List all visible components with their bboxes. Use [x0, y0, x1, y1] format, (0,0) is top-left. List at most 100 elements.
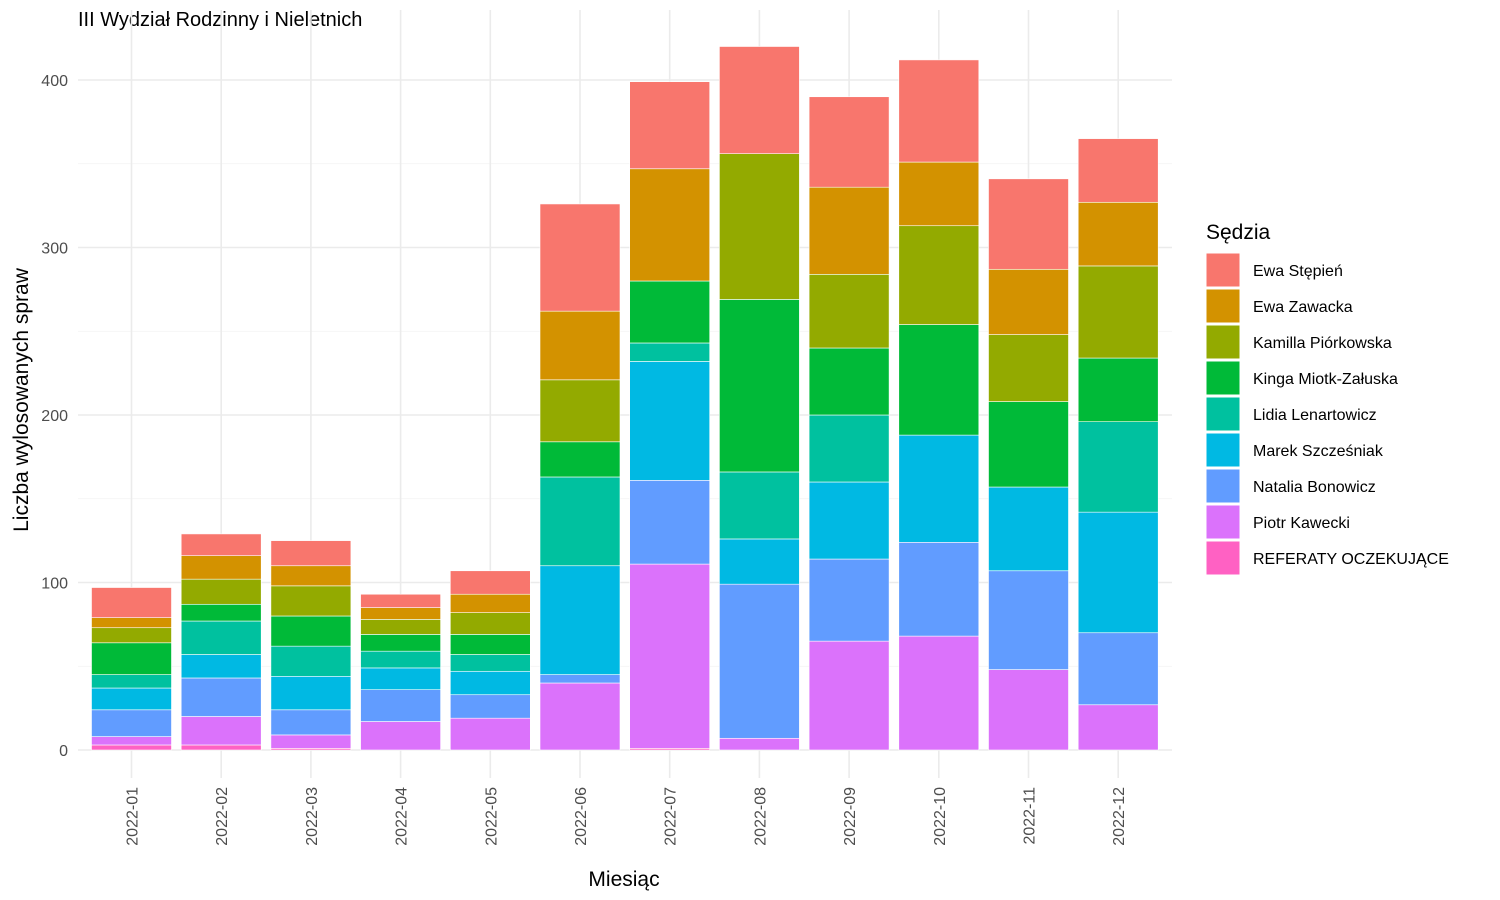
bar-segment: [1077, 704, 1159, 751]
bar-segment: [449, 654, 531, 672]
legend-title: Sędzia: [1206, 221, 1271, 244]
bar-segment: [91, 674, 172, 689]
bar-segment: [898, 434, 980, 543]
bar-segment: [539, 203, 621, 312]
bar-segment: [449, 612, 531, 635]
x-tick-label: 2022-01: [125, 787, 142, 846]
x-tick-label: 2022-08: [752, 787, 769, 846]
bar-segment: [1077, 265, 1159, 359]
bar-segment: [270, 585, 352, 617]
bar-segment: [180, 620, 262, 655]
legend-label: REFERATY OCZEKUJĄCE: [1253, 551, 1449, 568]
bar-segment: [360, 593, 441, 608]
bar-segment: [808, 273, 890, 349]
bar-segment: [539, 379, 621, 443]
legend-swatch: [1205, 396, 1241, 432]
bar-segment: [180, 654, 262, 679]
y-tick-label: 100: [41, 576, 68, 593]
y-tick-label: 300: [41, 241, 68, 258]
bar-segment: [808, 186, 890, 275]
bar-segment: [629, 280, 711, 344]
bar-segment: [1077, 201, 1159, 267]
bar-segment: [988, 570, 1069, 670]
bar-segment: [629, 563, 711, 749]
legend-label: Ewa Zawacka: [1253, 299, 1353, 316]
bar-segment: [360, 650, 441, 669]
bar-segment: [808, 414, 890, 483]
legend-swatch: [1205, 360, 1241, 396]
bar-segment: [539, 674, 621, 684]
bar-segment: [449, 694, 531, 719]
bar-segment: [449, 717, 531, 751]
legend-swatch: [1205, 288, 1241, 324]
legend-label: Natalia Bonowicz: [1253, 479, 1376, 496]
bar-segment: [270, 645, 352, 677]
legend-label: Piotr Kawecki: [1253, 515, 1350, 532]
bar-segment: [539, 565, 621, 675]
y-tick-label: 0: [59, 743, 68, 760]
bar-segment: [988, 401, 1069, 488]
bar-segment: [898, 324, 980, 436]
bar-segment: [360, 721, 441, 751]
y-tick-label: 400: [41, 73, 68, 90]
bar-segment: [449, 570, 531, 595]
x-axis-ticks: 2022-01 2022-02 2022-03 2022-04 2022-05 2022-…: [125, 787, 1129, 846]
bar-segment: [91, 617, 172, 629]
bar-segment: [719, 46, 800, 154]
bar-segment: [270, 709, 352, 736]
bar-segment: [719, 299, 800, 473]
bar-segment: [539, 441, 621, 478]
bar-segment: [898, 541, 980, 637]
x-tick-label: 2022-09: [842, 787, 859, 846]
x-tick-label: 2022-06: [573, 787, 590, 846]
bar-segment: [91, 627, 172, 644]
bar-segment: [629, 480, 711, 565]
bar-segment: [1077, 511, 1159, 634]
bar-segment: [988, 178, 1069, 270]
bar-segment: [808, 96, 890, 188]
bar-segment: [629, 168, 711, 282]
bar-segment: [719, 153, 800, 300]
bar-segment: [629, 342, 711, 362]
bar-segment: [719, 538, 800, 585]
legend: Sędzia Ewa Stępień Ewa Zawacka Kamilla Pió…: [1205, 221, 1449, 576]
bar-segment: [180, 744, 262, 751]
bar-segment: [1077, 421, 1159, 513]
x-tick-label: 2022-05: [483, 787, 500, 846]
bar-segment: [91, 587, 172, 618]
bar-segment: [988, 334, 1069, 402]
bar-segment: [180, 578, 262, 605]
bar-segment: [808, 558, 890, 642]
bar-segment: [270, 615, 352, 647]
bar-segment: [180, 716, 262, 746]
bar-segment: [808, 640, 890, 751]
bars: [91, 46, 1159, 751]
bar-segment: [719, 583, 800, 739]
chart-title: III Wydział Rodzinny i Nieletnich: [78, 9, 362, 31]
legend-label: Marek Szcześniak: [1253, 443, 1384, 460]
x-tick-label: 2022-02: [214, 787, 231, 846]
bar-segment: [270, 675, 352, 711]
legend-swatch: [1205, 468, 1241, 504]
bar-segment: [270, 565, 352, 587]
bar-segment: [91, 709, 172, 737]
bar-segment: [449, 593, 531, 613]
x-tick-label: 2022-03: [304, 787, 321, 846]
bar-segment: [91, 642, 172, 675]
bar-segment: [449, 634, 531, 655]
bar-segment: [270, 540, 352, 567]
legend-label: Lidia Lenartowicz: [1253, 407, 1377, 424]
bar-segment: [449, 670, 531, 696]
bar-segment: [719, 737, 800, 751]
bar-segment: [360, 619, 441, 635]
y-tick-label: 200: [41, 408, 68, 425]
x-tick-label: 2022-12: [1111, 787, 1128, 846]
bar-segment: [1077, 357, 1159, 422]
bar-segment: [360, 667, 441, 690]
x-tick-label: 2022-11: [1022, 787, 1039, 845]
bar-segment: [1077, 632, 1159, 706]
bar-segment: [988, 268, 1069, 335]
bar-segment: [988, 486, 1069, 572]
y-axis-ticks: 0 100 200 300 400: [41, 73, 68, 760]
